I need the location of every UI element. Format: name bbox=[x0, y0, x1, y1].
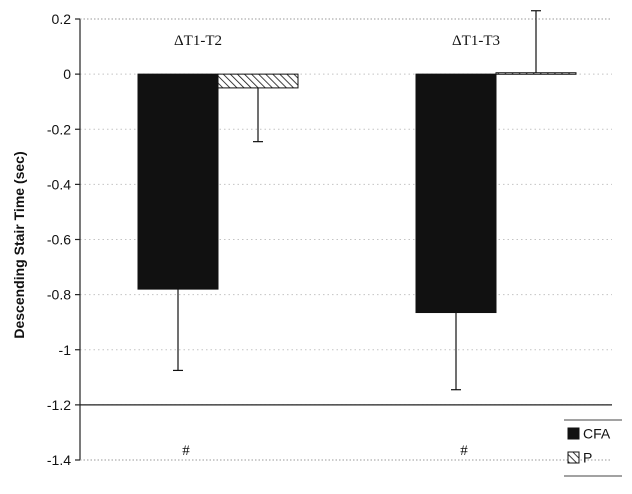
legend-label-CFA: CFA bbox=[583, 426, 611, 442]
bar-P-0 bbox=[217, 73, 299, 89]
y-tick-label-7: -1.2 bbox=[47, 397, 71, 413]
plot-frame bbox=[79, 18, 612, 461]
y-axis-label: Descending Stair Time (sec) bbox=[11, 151, 27, 338]
y-tick-label-0: 0.2 bbox=[52, 11, 72, 27]
y-tick-label-3: -0.4 bbox=[47, 176, 71, 192]
category-labels: ΔT1-T2 ΔT1-T3 bbox=[174, 33, 500, 49]
y-tick-label-6: -1 bbox=[59, 342, 72, 358]
category-label-0: ΔT1-T2 bbox=[174, 33, 222, 49]
bars bbox=[137, 72, 577, 314]
category-label-1: ΔT1-T3 bbox=[452, 33, 500, 49]
bar-CFA-1 bbox=[415, 73, 497, 314]
legend-swatch-CFA bbox=[567, 427, 580, 440]
annotations: # # bbox=[182, 443, 468, 459]
annotation-1: # bbox=[460, 443, 468, 459]
bar-P-1 bbox=[495, 72, 577, 75]
y-tick-label-5: -0.8 bbox=[47, 287, 71, 303]
legend-swatch-P bbox=[567, 451, 580, 464]
y-tick-label-8: -1.4 bbox=[47, 452, 71, 468]
legend: CFA P bbox=[564, 419, 622, 477]
y-tick-label-1: 0 bbox=[63, 66, 71, 82]
y-tick-label-2: -0.2 bbox=[47, 121, 71, 137]
error-bars bbox=[173, 10, 541, 391]
y-axis-ticks: 0.2 0 -0.2 -0.4 -0.6 -0.8 -1 -1.2 -1.4 bbox=[47, 11, 80, 468]
annotation-0: # bbox=[182, 443, 190, 459]
y-tick-label-4: -0.6 bbox=[47, 232, 71, 248]
bar-CFA-0 bbox=[137, 73, 219, 290]
legend-label-P: P bbox=[583, 450, 592, 466]
